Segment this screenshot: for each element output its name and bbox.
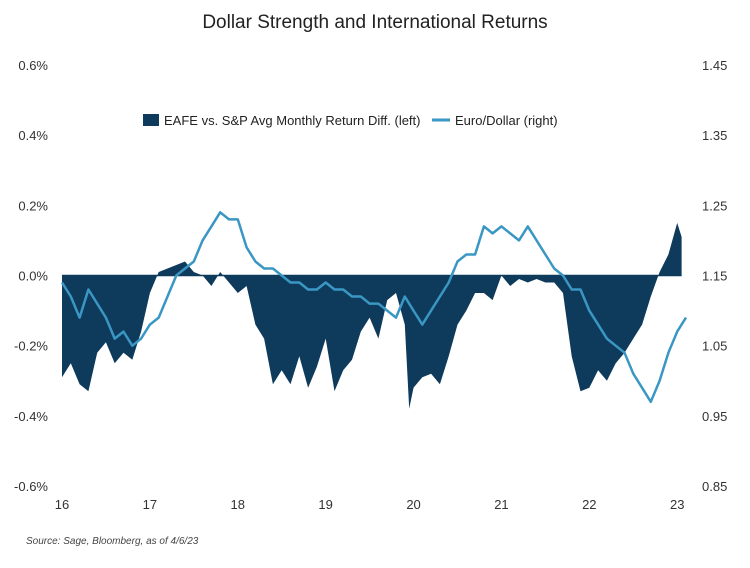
plot-area [60, 211, 688, 409]
right-tick-label: 1.45 [702, 58, 727, 73]
euro-dollar-line [60, 211, 688, 404]
x-tick-label: 19 [318, 497, 332, 512]
right-tick-label: 1.35 [702, 128, 727, 143]
x-tick-label: 17 [143, 497, 157, 512]
right-tick-label: 1.25 [702, 198, 727, 213]
left-tick-label: 0.6% [18, 58, 48, 73]
right-tick-label: 1.15 [702, 269, 727, 284]
right-tick-label: 0.85 [702, 479, 727, 494]
eafe-return-diff-area [62, 222, 682, 409]
left-axis: 0.6% 0.4% 0.2% 0.0% -0.2% -0.4% -0.6% [14, 58, 48, 494]
x-tick-label: 23 [670, 497, 684, 512]
left-tick-label: -0.2% [14, 339, 48, 354]
x-tick-label: 18 [231, 497, 245, 512]
chart-title: Dollar Strength and International Return… [202, 12, 547, 33]
x-tick-label: 20 [406, 497, 420, 512]
legend-label-area: EAFE vs. S&P Avg Monthly Return Diff. (l… [164, 113, 421, 128]
x-axis: 16 17 18 19 20 21 22 23 [55, 497, 685, 512]
x-tick-label: 21 [494, 497, 508, 512]
legend-swatch-area [143, 114, 159, 126]
right-axis: 1.45 1.35 1.25 1.15 1.05 0.95 0.85 [702, 58, 727, 494]
right-tick-label: 1.05 [702, 339, 727, 354]
source-note: Source: Sage, Bloomberg, as of 4/6/23 [26, 536, 199, 547]
legend-label-line: Euro/Dollar (right) [455, 113, 558, 128]
x-tick-label: 22 [582, 497, 596, 512]
left-tick-label: -0.6% [14, 479, 48, 494]
left-tick-label: -0.4% [14, 409, 48, 424]
left-tick-label: 0.2% [18, 198, 48, 213]
left-tick-label: 0.4% [18, 128, 48, 143]
left-tick-label: 0.0% [18, 269, 48, 284]
legend: EAFE vs. S&P Avg Monthly Return Diff. (l… [143, 113, 558, 128]
x-tick-label: 16 [55, 497, 69, 512]
right-tick-label: 0.95 [702, 409, 727, 424]
